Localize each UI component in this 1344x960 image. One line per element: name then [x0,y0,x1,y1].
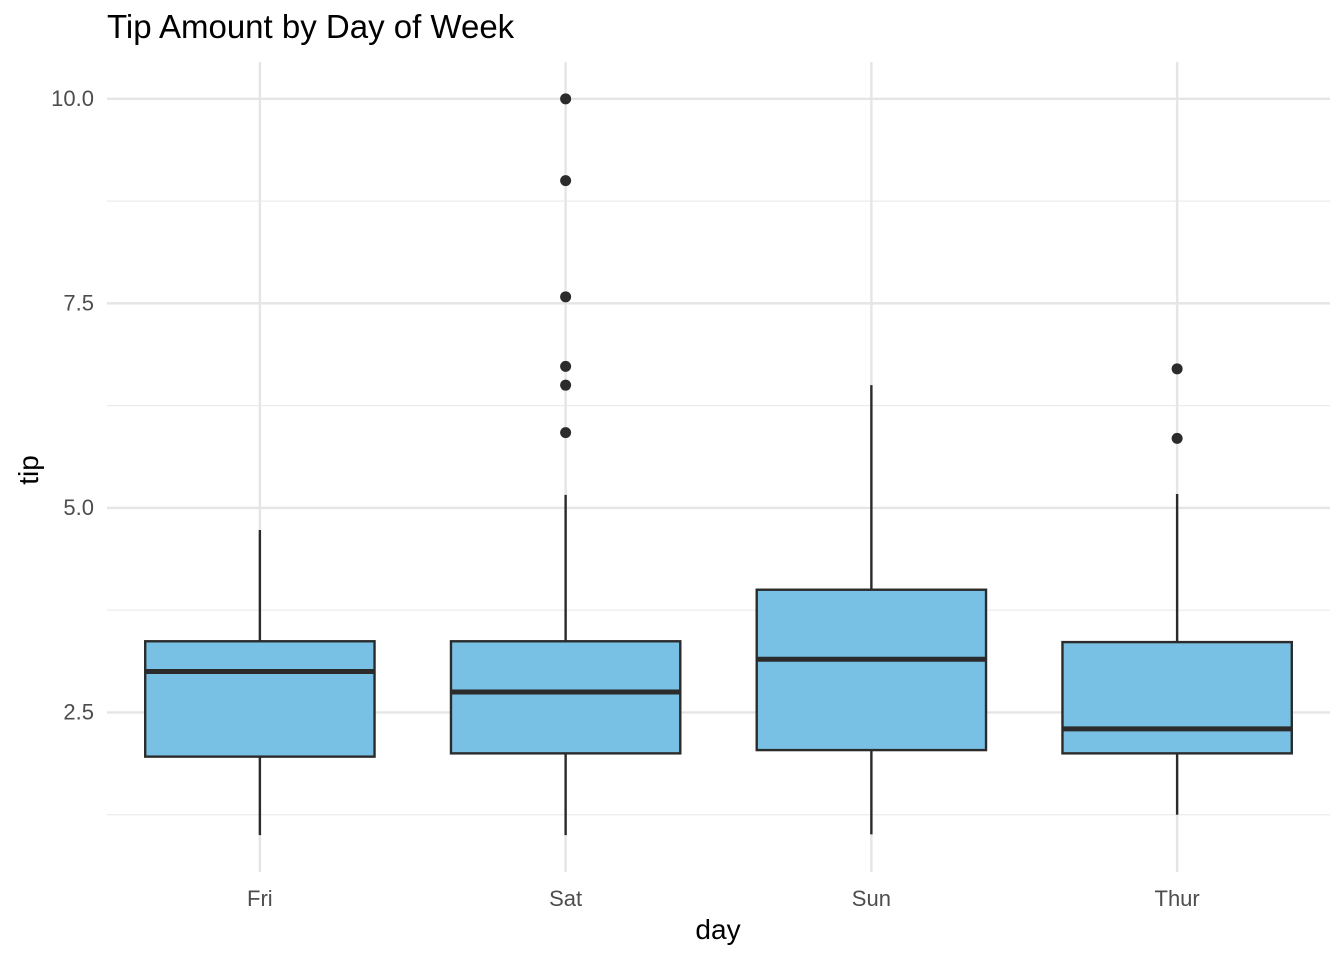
outlier-point [560,175,572,187]
box-iqr [1061,640,1293,755]
box-iqr [755,588,988,752]
y-tick-label: 10.0 [51,86,94,111]
y-tick-label: 5.0 [63,495,94,520]
box-fri [144,530,376,836]
boxes [144,93,1293,836]
outlier-point [560,360,572,372]
outlier-point [1171,432,1183,444]
x-axis-title: day [695,914,741,945]
y-tick-label: 7.5 [63,290,94,315]
chart-title: Tip Amount by Day of Week [107,8,515,45]
y-tick-label: 2.5 [63,699,94,724]
outlier-point [560,379,572,391]
x-tick-label: Sun [852,886,891,911]
x-tick-label: Sat [549,886,582,911]
outlier-point [560,427,572,439]
y-axis-ticks: 2.5 5.0 7.5 10.0 [51,86,94,725]
outlier-point [560,291,572,303]
box-iqr [449,640,682,755]
x-axis-ticks: Fri Sat Sun Thur [247,886,1200,911]
box-thur [1061,363,1293,815]
minor-gridlines [107,200,1330,816]
outlier-point [560,93,572,105]
box-sun [755,385,988,835]
x-tick-label: Fri [247,886,273,911]
box-iqr [144,640,376,758]
outlier-point [1171,363,1183,375]
x-tick-label: Thur [1155,886,1200,911]
box-sat [449,93,682,836]
y-axis-title: tip [13,455,44,485]
